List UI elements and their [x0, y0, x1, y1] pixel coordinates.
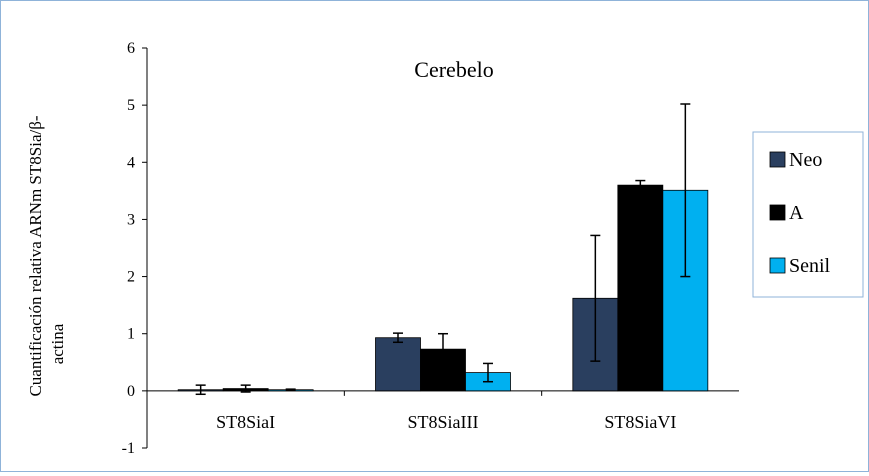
bars: [177, 103, 709, 396]
y-tick-label: 5: [127, 97, 135, 114]
y-tick-label: 2: [127, 269, 135, 286]
y-tick-label: -1: [122, 440, 135, 457]
chart-title: Cerebelo: [414, 57, 493, 82]
legend-swatch: [769, 151, 786, 168]
legend-swatch: [769, 204, 786, 221]
y-tick-label: 4: [127, 154, 135, 171]
y-axis-label-line1: Cuantificación relativa ARNm ST8Sia/β-: [26, 115, 45, 396]
y-axis-label-line2: actina: [48, 323, 67, 364]
x-tick-label: ST8SiaI: [216, 412, 275, 432]
y-tick-label: 6: [127, 40, 135, 57]
bar: [617, 184, 664, 392]
x-tick-label: ST8SiaIII: [408, 412, 479, 432]
legend: Neo A Senil: [752, 131, 864, 298]
y-axis-label: Cuantificación relativa ARNm ST8Sia/β- a…: [26, 115, 67, 396]
y-tick-label: 0: [127, 383, 135, 400]
y-tick-label: 1: [127, 326, 135, 343]
legend-label: Senil: [789, 255, 831, 277]
legend-label: Neo: [789, 149, 822, 171]
bar: [375, 337, 421, 392]
legend-label: A: [789, 202, 804, 224]
y-tick-label: 3: [127, 211, 135, 228]
x-tick-label: ST8SiaVI: [604, 412, 676, 432]
legend-swatch: [769, 257, 786, 274]
